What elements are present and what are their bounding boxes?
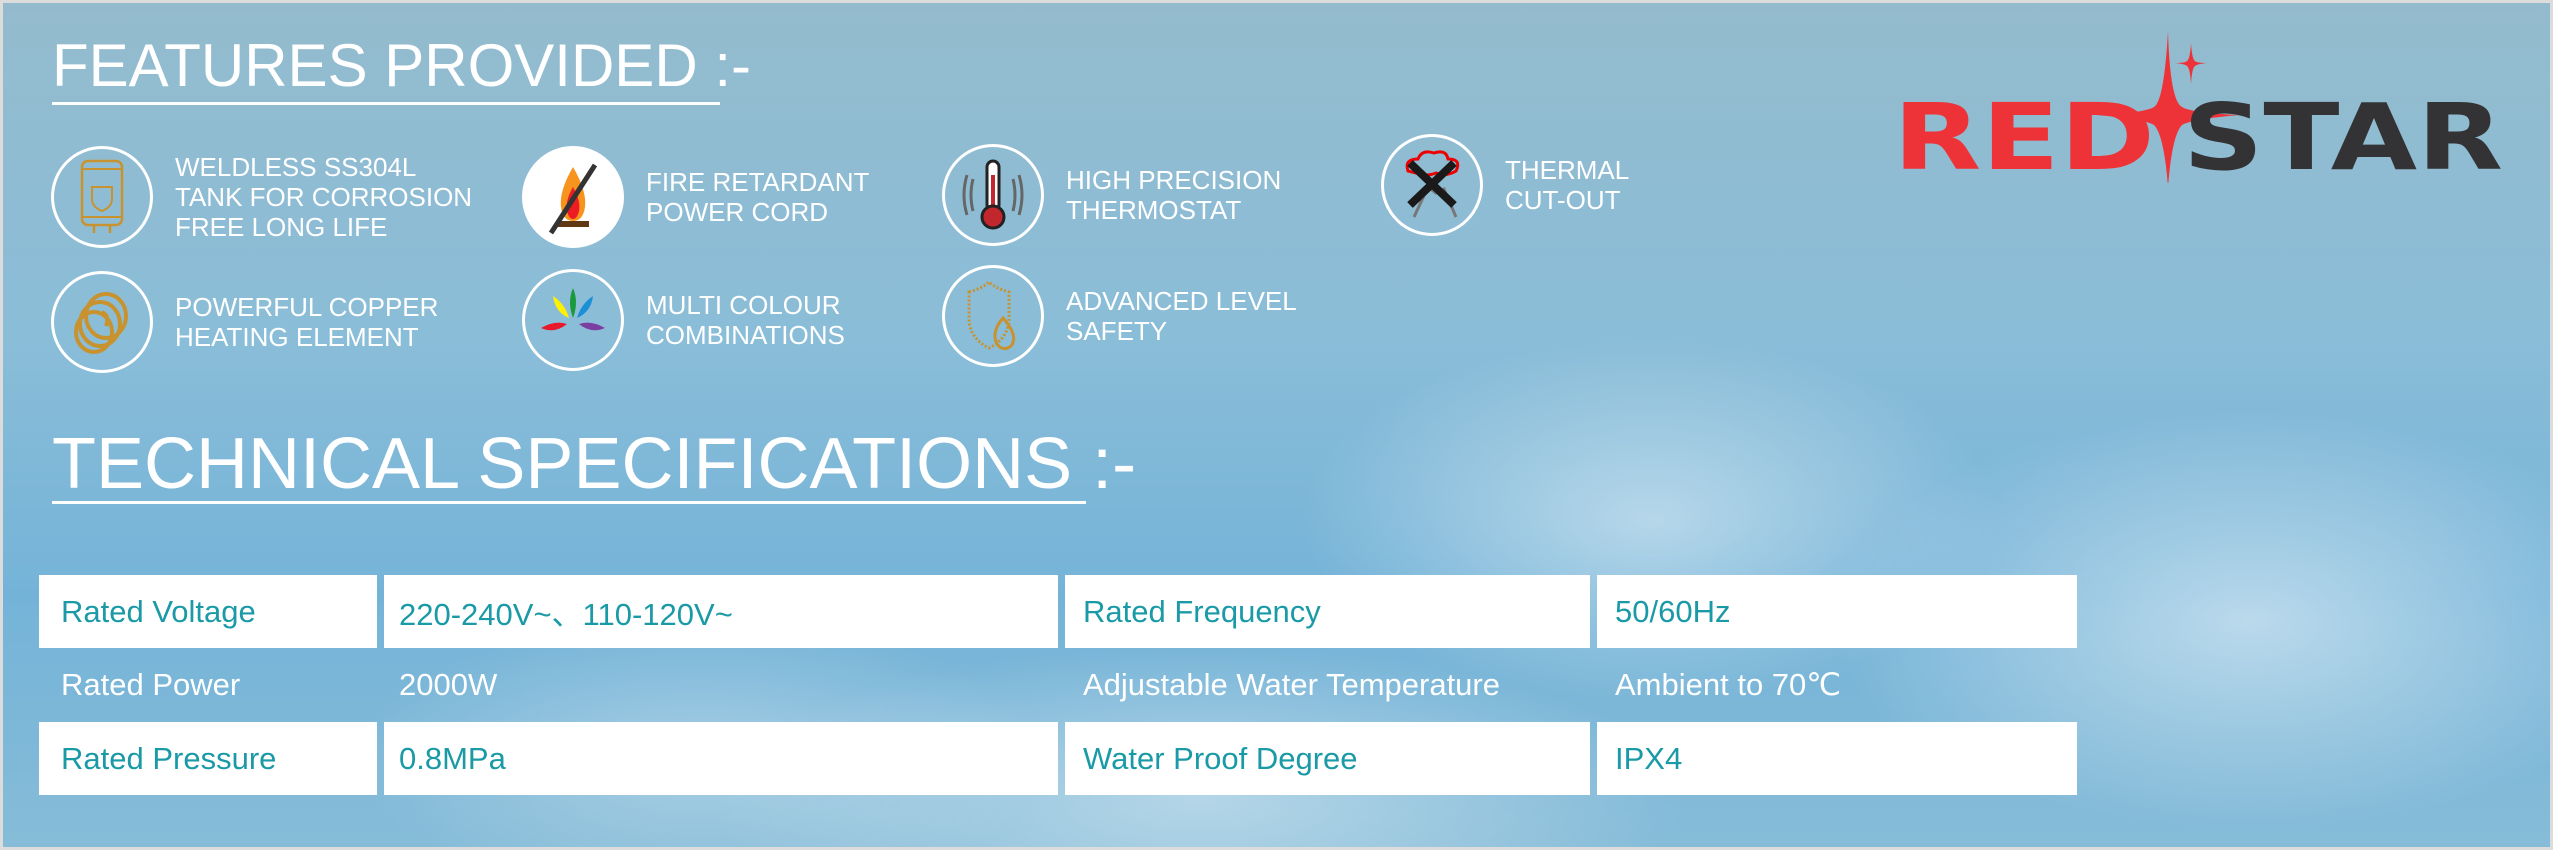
spec-value: 220-240V~、110-120V~ (384, 575, 1058, 648)
feature-thermal-cutout: THERMAL CUT-OUT (1381, 134, 1629, 236)
feature-text: THERMAL CUT-OUT (1505, 155, 1630, 215)
feature-text: POWERFUL COPPER HEATING ELEMENT (175, 292, 439, 352)
spec-label: Water Proof Degree (1065, 722, 1590, 795)
spec-label: Rated Frequency (1065, 575, 1590, 648)
features-underline (52, 102, 720, 105)
spec-value: 2000W (399, 667, 498, 702)
spec-value: 0.8MPa (384, 722, 1058, 795)
feature-fire-retardant: FIRE RETARDANT POWER CORD (522, 146, 869, 248)
specs-title: TECHNICAL SPECIFICATIONS :- (52, 424, 1137, 504)
thermometer-icon (942, 144, 1044, 246)
table-row: Rated Pressure 0.8MPa Water Proof Degree… (39, 722, 2077, 795)
specs-table: Rated Voltage 220-240V~、110-120V~ Rated … (32, 575, 2084, 795)
feature-text: FIRE RETARDANT POWER CORD (646, 167, 870, 227)
feature-weldless-tank: WELDLESS SS304L TANK FOR CORROSION FREE … (51, 146, 472, 248)
shield-flame-icon (942, 265, 1044, 367)
logo-red: RED (1893, 84, 2155, 183)
feature-text: HIGH PRECISION THERMOSTAT (1066, 165, 1282, 225)
spec-label: Rated Voltage (39, 575, 377, 648)
spec-value: Ambient to 70℃ (1615, 667, 1842, 702)
spec-value: IPX4 (1597, 722, 2077, 795)
feature-thermostat: HIGH PRECISION THERMOSTAT (942, 144, 1281, 246)
feature-text: MULTI COLOUR COMBINATIONS (646, 290, 845, 350)
colour-fan-icon (522, 269, 624, 371)
table-row: Rated Power 2000W Adjustable Water Tempe… (39, 648, 2077, 722)
thermal-cutout-icon (1381, 134, 1483, 236)
water-tank-icon (51, 146, 153, 248)
feature-advanced-safety: ADVANCED LEVEL SAFETY (942, 265, 1297, 367)
specs-underline (52, 501, 1086, 504)
spec-label: Adjustable Water Temperature (1083, 667, 1500, 702)
copper-coil-icon (51, 271, 153, 373)
features-title: FEATURES PROVIDED :- (52, 32, 751, 99)
spec-label: Rated Pressure (39, 722, 377, 795)
no-fire-icon (522, 146, 624, 248)
feature-text: ADVANCED LEVEL SAFETY (1066, 286, 1297, 346)
spec-value: 50/60Hz (1597, 575, 2077, 648)
table-row: Rated Voltage 220-240V~、110-120V~ Rated … (39, 575, 2077, 648)
spec-label: Rated Power (61, 667, 241, 702)
feature-text: WELDLESS SS304L TANK FOR CORROSION FREE … (175, 152, 473, 242)
feature-copper-element: POWERFUL COPPER HEATING ELEMENT (51, 271, 438, 373)
feature-multi-colour: MULTI COLOUR COMBINATIONS (522, 269, 845, 371)
logo-star: STAR (2183, 84, 2503, 183)
redstar-logo: RED STAR (1883, 23, 2523, 191)
